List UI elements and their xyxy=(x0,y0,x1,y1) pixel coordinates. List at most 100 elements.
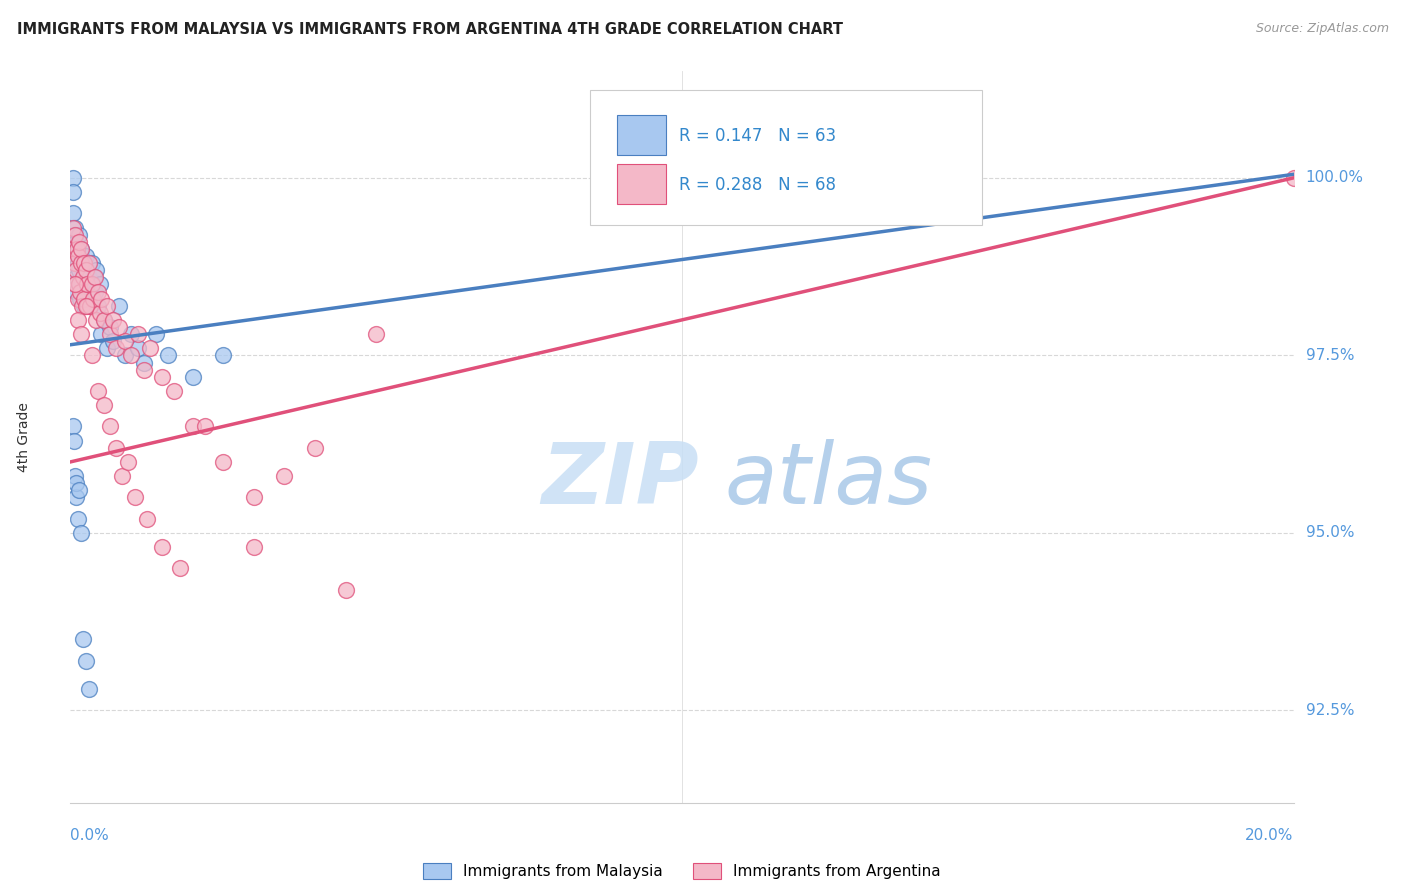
Point xyxy=(114,334,136,349)
Point xyxy=(366,327,388,342)
Point xyxy=(150,540,173,554)
Point xyxy=(80,256,103,270)
Point xyxy=(72,270,94,285)
Point xyxy=(111,469,134,483)
Point xyxy=(82,292,104,306)
Point xyxy=(65,491,87,505)
Text: 92.5%: 92.5% xyxy=(1306,703,1354,718)
Point xyxy=(63,227,86,242)
Text: IMMIGRANTS FROM MALAYSIA VS IMMIGRANTS FROM ARGENTINA 4TH GRADE CORRELATION CHAR: IMMIGRANTS FROM MALAYSIA VS IMMIGRANTS F… xyxy=(17,22,842,37)
Point xyxy=(69,285,91,299)
Point xyxy=(75,299,97,313)
Text: ZIP: ZIP xyxy=(541,440,699,523)
Point xyxy=(67,249,90,263)
Point xyxy=(72,256,94,270)
Point xyxy=(83,270,105,285)
Point xyxy=(127,327,149,342)
Point xyxy=(243,540,266,554)
Point xyxy=(101,313,124,327)
Point xyxy=(63,469,86,483)
Point xyxy=(72,632,94,647)
Point xyxy=(66,313,89,327)
Point xyxy=(67,277,90,292)
Point xyxy=(181,369,204,384)
Point xyxy=(69,227,91,242)
Point xyxy=(157,348,180,362)
Point xyxy=(75,654,97,668)
Point xyxy=(63,242,86,256)
Point xyxy=(79,277,101,292)
Legend: Immigrants from Malaysia, Immigrants from Argentina: Immigrants from Malaysia, Immigrants fro… xyxy=(423,863,941,880)
Text: R = 0.288   N = 68: R = 0.288 N = 68 xyxy=(679,176,837,194)
Point xyxy=(169,561,191,575)
Text: 95.0%: 95.0% xyxy=(1306,525,1354,541)
Point xyxy=(77,285,100,299)
Point xyxy=(77,682,100,697)
Point xyxy=(96,341,118,355)
Point xyxy=(84,313,107,327)
Point xyxy=(93,398,115,412)
Point xyxy=(62,170,84,185)
Point xyxy=(101,334,124,349)
Point xyxy=(67,242,90,256)
Point xyxy=(212,348,235,362)
FancyBboxPatch shape xyxy=(591,89,981,225)
Point xyxy=(67,277,90,292)
Point xyxy=(65,235,87,249)
Point xyxy=(80,277,103,292)
Point xyxy=(132,355,155,369)
Point xyxy=(75,263,97,277)
Point xyxy=(121,348,143,362)
Point xyxy=(63,256,86,270)
Point xyxy=(273,469,295,483)
Point xyxy=(73,256,96,270)
Point xyxy=(73,270,96,285)
Point xyxy=(65,263,87,277)
Point xyxy=(80,348,103,362)
Point xyxy=(63,220,86,235)
Point xyxy=(98,419,121,434)
Point xyxy=(139,341,162,355)
Point xyxy=(62,206,84,220)
Point xyxy=(65,270,87,285)
Point xyxy=(76,292,98,306)
Point xyxy=(90,292,112,306)
Point xyxy=(77,256,100,270)
Point xyxy=(243,491,266,505)
Point xyxy=(82,292,104,306)
Point xyxy=(66,292,89,306)
Point xyxy=(76,299,98,313)
Point xyxy=(93,313,115,327)
Point xyxy=(75,249,97,263)
Point xyxy=(87,299,110,313)
Bar xyxy=(617,164,666,204)
Point xyxy=(87,285,110,299)
Point xyxy=(62,220,84,235)
Point xyxy=(69,263,91,277)
Point xyxy=(108,299,131,313)
Point xyxy=(76,277,98,292)
Point xyxy=(117,455,139,469)
Point xyxy=(83,270,105,285)
Point xyxy=(65,476,87,491)
Point xyxy=(90,327,112,342)
Text: 100.0%: 100.0% xyxy=(1306,170,1364,186)
Point xyxy=(66,242,89,256)
Point xyxy=(63,242,86,256)
Point xyxy=(98,327,121,342)
Point xyxy=(108,320,131,334)
Point xyxy=(121,327,143,342)
Point xyxy=(70,525,93,540)
Point xyxy=(65,285,87,299)
Point xyxy=(63,227,86,242)
Point xyxy=(163,384,186,398)
Point xyxy=(127,341,149,355)
Point xyxy=(135,512,157,526)
Point xyxy=(63,434,86,448)
Point xyxy=(72,285,94,299)
Point xyxy=(89,306,111,320)
Point xyxy=(79,299,101,313)
Point xyxy=(69,256,91,270)
Point xyxy=(114,348,136,362)
Text: 4th Grade: 4th Grade xyxy=(17,402,31,472)
